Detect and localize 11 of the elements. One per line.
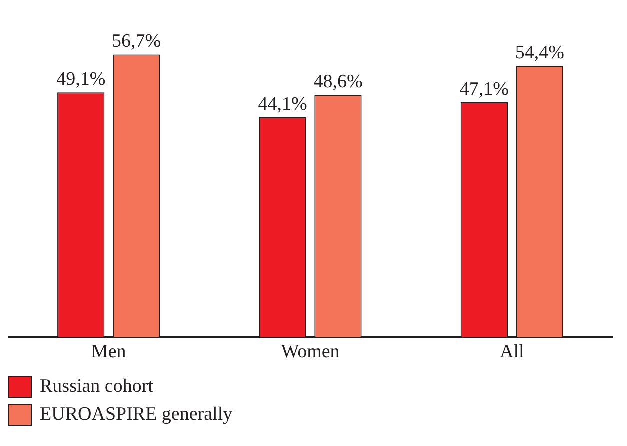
data-label: 56,7% [112, 31, 162, 52]
legend-label: Russian cohort [40, 376, 154, 398]
data-label: 47,1% [460, 79, 510, 100]
x-tick-label: All [500, 342, 524, 363]
data-label: 49,1% [56, 69, 106, 90]
x-tick-label: Men [91, 342, 127, 363]
data-label: 44,1% [258, 94, 308, 115]
data-label: 48,6% [314, 72, 363, 93]
data-label: 54,4% [515, 42, 565, 64]
x-tick-label: Women [281, 342, 340, 363]
legend-label: EUROASPIRE generally [40, 404, 233, 426]
